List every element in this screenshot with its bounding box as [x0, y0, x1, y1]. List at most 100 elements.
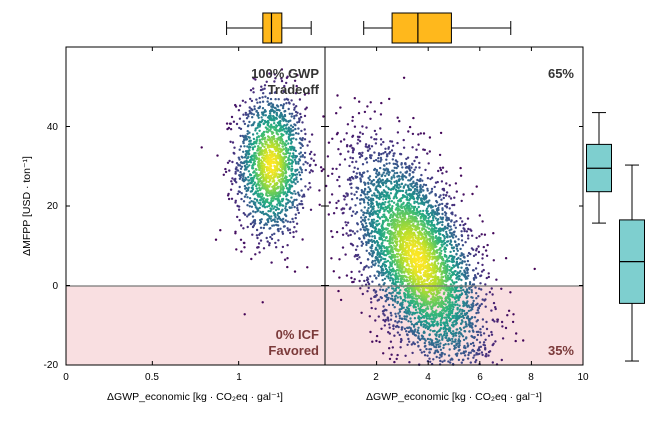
scatter-point: [401, 281, 404, 284]
scatter-point: [304, 160, 307, 164]
scatter-point: [396, 300, 400, 304]
scatter-point: [456, 311, 459, 315]
scatter-point: [472, 344, 476, 347]
scatter-point: [429, 177, 432, 181]
scatter-point: [283, 98, 286, 101]
scatter-point: [352, 177, 355, 180]
scatter-point: [397, 272, 400, 275]
scatter-point: [421, 228, 424, 232]
scatter-point: [240, 192, 243, 195]
scatter-point: [467, 291, 471, 294]
scatter-point: [366, 105, 369, 108]
scatter-point: [409, 311, 412, 314]
scatter-point: [394, 272, 398, 275]
scatter-point: [418, 166, 421, 169]
scatter-point: [410, 184, 413, 188]
scatter-point: [464, 320, 467, 324]
scatter-point: [236, 215, 239, 219]
scatter-point: [439, 327, 443, 330]
scatter-point: [233, 152, 236, 155]
scatter-point: [411, 295, 414, 298]
scatter-point: [292, 137, 295, 140]
scatter-point: [384, 147, 387, 150]
scatter-point: [377, 264, 380, 267]
scatter-point: [401, 189, 405, 193]
scatter-point: [292, 152, 295, 155]
scatter-point: [336, 131, 339, 135]
scatter-point: [235, 181, 238, 184]
scatter-point: [423, 337, 426, 341]
scatter-point: [238, 158, 241, 161]
scatter-point: [359, 180, 363, 183]
scatter-point: [259, 220, 263, 224]
scatter-point: [475, 320, 478, 323]
scatter-point: [243, 139, 246, 142]
scatter-point: [478, 341, 482, 344]
scatter-point: [276, 149, 280, 152]
scatter-point: [266, 100, 269, 103]
scatter-point: [242, 174, 245, 177]
scatter-point: [283, 176, 287, 180]
scatter-point: [337, 289, 340, 293]
scatter-point: [238, 148, 241, 151]
scatter-point: [446, 227, 449, 230]
scatter-point: [392, 201, 396, 204]
scatter-point: [412, 297, 416, 300]
scatter-point: [445, 232, 448, 236]
scatter-point: [444, 306, 447, 309]
scatter-point: [281, 208, 284, 211]
scatter-point: [425, 232, 429, 235]
scatter-point: [463, 344, 466, 348]
scatter-point: [376, 219, 379, 223]
scatter-point: [281, 142, 284, 145]
scatter-point: [295, 105, 298, 108]
scatter-point: [274, 107, 277, 110]
scatter-point: [380, 296, 383, 300]
scatter-point: [402, 76, 406, 80]
scatter-point: [411, 329, 414, 332]
scatter-point: [410, 323, 414, 326]
scatter-point: [409, 317, 412, 320]
scatter-point: [453, 286, 457, 289]
scatter-point: [448, 207, 451, 210]
scatter-point: [407, 130, 410, 133]
scatter-point: [430, 187, 434, 191]
scatter-point: [273, 166, 277, 169]
scatter-point: [382, 262, 385, 265]
scatter-point: [381, 192, 384, 196]
scatter-point: [455, 262, 459, 266]
scatter-point: [496, 318, 499, 321]
scatter-point: [335, 230, 339, 234]
scatter-point: [270, 118, 273, 122]
scatter-point: [276, 175, 279, 178]
scatter-point: [300, 200, 303, 203]
scatter-point: [419, 177, 422, 181]
scatter-point: [383, 203, 386, 206]
scatter-point: [413, 201, 416, 205]
scatter-point: [261, 144, 264, 147]
scatter-point: [385, 172, 388, 175]
scatter-point: [281, 232, 285, 235]
scatter-point: [299, 146, 302, 150]
scatter-point: [414, 156, 418, 159]
scatter-point: [258, 173, 261, 177]
scatter-point: [355, 197, 359, 200]
scatter-point: [477, 306, 480, 310]
scatter-point: [444, 303, 447, 306]
scatter-point: [261, 210, 265, 214]
scatter-point: [417, 320, 420, 324]
scatter-point: [253, 121, 256, 124]
scatter-point: [360, 216, 363, 219]
scatter-point: [360, 273, 363, 277]
scatter-point: [491, 293, 494, 296]
scatter-point: [444, 274, 447, 278]
scatter-point: [442, 266, 445, 270]
scatter-point: [484, 346, 487, 350]
scatter-point: [422, 189, 425, 192]
scatter-point: [442, 312, 445, 315]
scatter-point: [450, 220, 453, 223]
scatter-point: [441, 188, 444, 191]
scatter-point: [447, 312, 450, 316]
scatter-point: [472, 356, 475, 359]
scatter-point: [281, 115, 284, 118]
